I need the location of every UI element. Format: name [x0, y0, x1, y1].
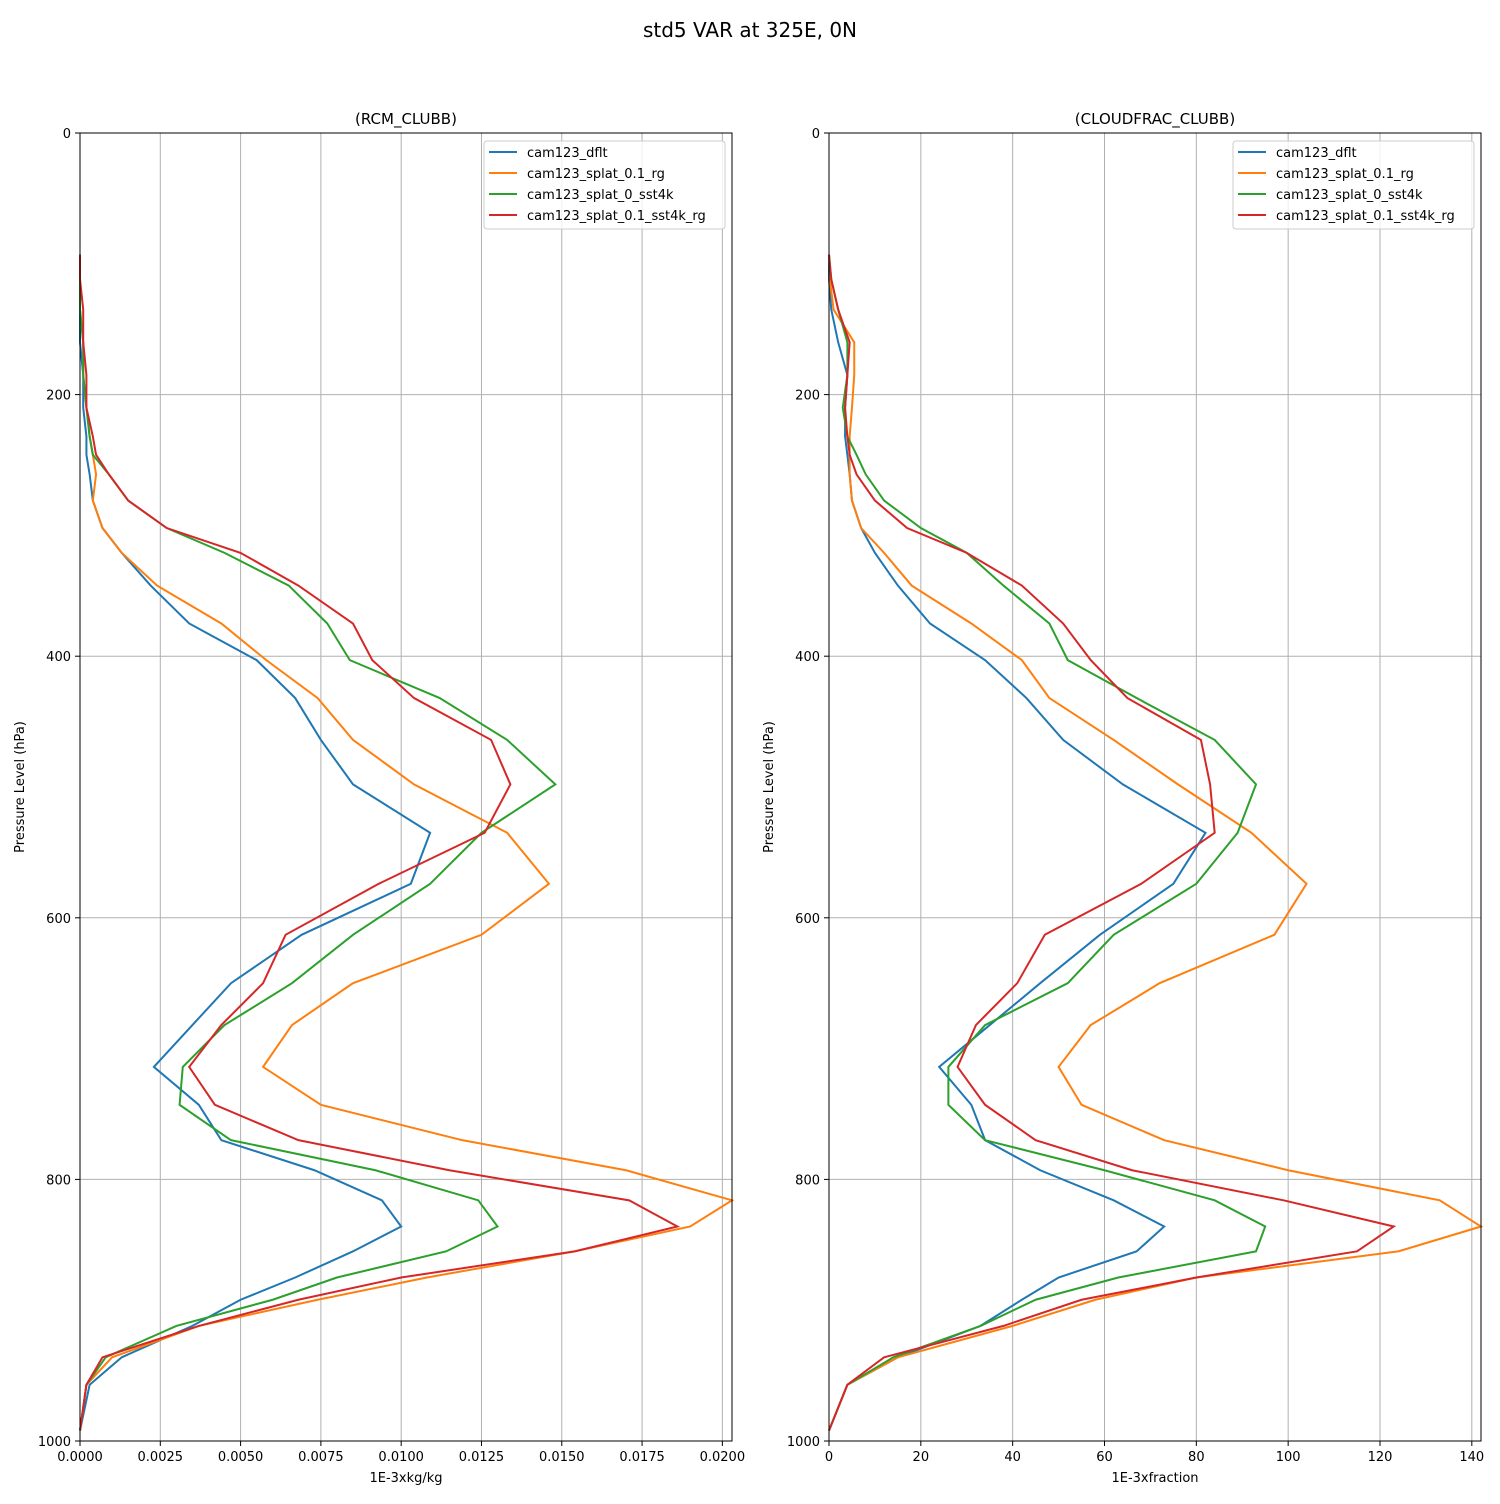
y-tick-label: 400: [795, 650, 820, 665]
y-tick-label: 1000: [787, 1435, 820, 1450]
y-tick-label: 400: [46, 650, 71, 665]
x-tick-label: 0.0050: [218, 1450, 264, 1465]
x-tick-label: 0.0200: [700, 1450, 746, 1465]
x-tick-label: 0.0175: [619, 1450, 665, 1465]
x-tick-label: 0.0025: [138, 1450, 184, 1465]
data-line: [79, 254, 432, 1431]
x-tick-label: 0: [825, 1450, 833, 1465]
data-line: [79, 254, 557, 1431]
y-tick-label: 800: [795, 1173, 820, 1188]
legend-label: cam123_splat_0_sst4k: [1276, 188, 1423, 203]
data-line: [79, 254, 681, 1431]
y-tick-label: 800: [46, 1173, 71, 1188]
y-axis-label: Pressure Level (hPa): [13, 721, 28, 853]
x-tick-label: 0.0150: [539, 1450, 585, 1465]
y-tick-label: 1000: [38, 1435, 71, 1450]
x-tick-label: 80: [1188, 1450, 1205, 1465]
x-tick-label: 20: [913, 1450, 930, 1465]
x-tick-label: 0.0100: [378, 1450, 424, 1465]
axes-title: (CLOUDFRAC_CLUBB): [1075, 110, 1235, 129]
x-axis-label: 1E-3xfraction: [1111, 1471, 1198, 1486]
x-tick-label: 140: [1459, 1450, 1484, 1465]
y-tick-label: 0: [812, 127, 820, 142]
legend: cam123_dflt cam123_splat_0.1_rg cam123_spl…: [483, 140, 726, 230]
legend-label: cam123_splat_0.1_sst4k_rg: [527, 209, 706, 224]
x-tick-label: 0.0125: [459, 1450, 505, 1465]
y-tick-label: 200: [795, 389, 820, 404]
legend-label: cam123_splat_0.1_rg: [527, 167, 665, 182]
y-axis-label: Pressure Level (hPa): [762, 721, 777, 853]
x-tick-label: 60: [1096, 1450, 1113, 1465]
legend: cam123_dflt cam123_splat_0.1_rg cam123_spl…: [1232, 140, 1475, 230]
y-tick-label: 600: [46, 912, 71, 927]
axes-title: (RCM_CLUBB): [355, 110, 457, 129]
y-tick-label: 600: [795, 912, 820, 927]
legend-box: [1232, 140, 1475, 230]
x-tick-label: 40: [1004, 1450, 1021, 1465]
x-tick-label: 120: [1368, 1450, 1393, 1465]
figure-title: std5 VAR at 325E, 0N: [643, 18, 857, 42]
legend-label: cam123_dflt: [1276, 146, 1357, 161]
legend-box: [483, 140, 726, 230]
x-axis-label: 1E-3xkg/kg: [369, 1471, 442, 1486]
x-tick-label: 100: [1276, 1450, 1301, 1465]
legend-label: cam123_splat_0_sst4k: [527, 188, 674, 203]
data-line: [828, 254, 1207, 1431]
x-tick-label: 0.0000: [57, 1450, 103, 1465]
axes-frame: [79, 132, 733, 1442]
legend-label: cam123_splat_0.1_sst4k_rg: [1276, 209, 1455, 224]
y-tick-label: 200: [46, 389, 71, 404]
legend-label: cam123_splat_0.1_rg: [1276, 167, 1414, 182]
data-line: [828, 254, 1484, 1431]
legend-label: cam123_dflt: [527, 146, 608, 161]
y-tick-label: 0: [63, 127, 71, 142]
axes-frame: [828, 132, 1482, 1442]
x-tick-label: 0.0075: [298, 1450, 344, 1465]
data-line: [828, 254, 1397, 1431]
